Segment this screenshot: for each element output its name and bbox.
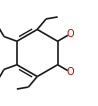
Text: O: O bbox=[66, 67, 74, 77]
Text: O: O bbox=[66, 29, 74, 39]
